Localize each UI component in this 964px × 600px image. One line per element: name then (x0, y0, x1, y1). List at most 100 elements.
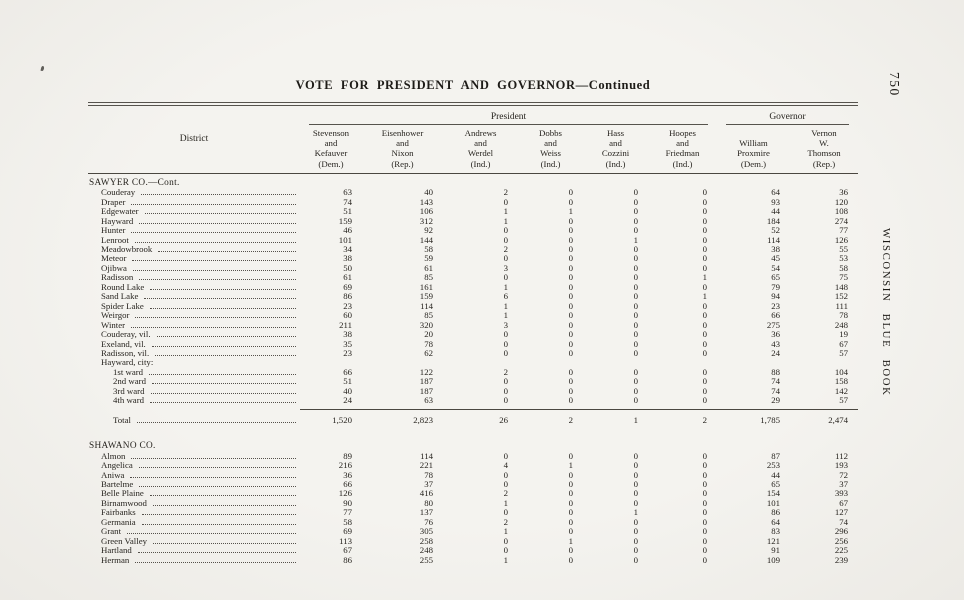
vote-value: 0 (568, 291, 573, 302)
district-label: Total (113, 414, 131, 425)
vote-value: 1 (503, 554, 508, 565)
district-cell-content: Hunter (88, 225, 300, 235)
vote-value: 0 (633, 478, 638, 489)
candidate-header-row: Stevenson and Kefauver (Dem.) Eisenhower and N… (88, 125, 858, 173)
vote-value: 0 (568, 488, 573, 499)
vote-value: 0 (568, 272, 573, 283)
table-row: Fairbanks 77 137 0 0 1 0 86 127 (88, 507, 858, 518)
district-cell-content: Bartelme (88, 479, 300, 489)
page-title: VOTE FOR PRESIDENT AND GOVERNOR—Continue… (295, 78, 651, 92)
district-cell: Round Lake (88, 281, 300, 292)
vote-value: 0 (568, 385, 573, 396)
vote-value: 0 (568, 469, 573, 480)
district-label: Almon (101, 450, 126, 461)
district-label: Radisson (101, 272, 134, 283)
vote-value: 0 (633, 376, 638, 387)
district-cell-content: Grant (88, 526, 300, 536)
vote-value: 104 (834, 366, 849, 377)
vote-value: 0 (702, 319, 708, 330)
district-label: 2nd ward (113, 376, 146, 387)
vote-value: 3 (503, 262, 508, 273)
dot-leader (141, 523, 296, 525)
vote-value: 0 (568, 526, 573, 537)
candidate-column-header-1: Stevenson and Kefauver (Dem.) (312, 128, 350, 169)
table-row: Bartelme 66 37 0 0 0 0 65 37 (88, 478, 858, 489)
district-cell-content: 1st ward (88, 367, 300, 377)
vote-value: 0 (702, 526, 708, 537)
table-row: Herman 86 255 1 0 0 0 109 239 (88, 554, 858, 565)
district-label: Sand Lake (101, 291, 139, 302)
candidate-column-header-8: Vernon W. Thomson (Rep.) (807, 128, 841, 169)
dot-leader (135, 317, 296, 319)
vote-value: 0 (702, 478, 708, 489)
vote-value: 34 (343, 243, 352, 254)
section-heading-row: SAWYER CO.—Cont. (88, 173, 858, 188)
district-cell: Germania (88, 517, 300, 527)
vote-value: 114 (420, 450, 433, 461)
district-cell: Edgewater (88, 206, 300, 216)
vote-value: 78 (424, 469, 433, 480)
vote-value: 0 (633, 545, 638, 556)
vote-value: 0 (503, 545, 508, 556)
table-row: Green Valley 113 258 0 1 0 0 121 256 (88, 536, 858, 546)
vote-value: 0 (633, 554, 638, 565)
vote-value: 109 (766, 554, 781, 565)
vote-value: 0 (568, 243, 573, 254)
dot-leader (144, 213, 296, 215)
table-row: Germania 58 76 2 0 0 0 64 74 (88, 516, 858, 527)
vote-value: 77 (343, 507, 352, 518)
district-label: Couderay (101, 187, 136, 198)
vote-table: District President Governor Stevenson and… (88, 106, 859, 565)
vote-value: 0 (633, 450, 638, 461)
dot-leader (127, 533, 296, 535)
district-cell: Couderay, vil. (88, 329, 300, 339)
district-label: Meadowbrook (101, 243, 153, 254)
district-cell-content: Hartland (88, 545, 300, 555)
vote-value: 92 (424, 225, 433, 236)
district-label: Hayward (101, 215, 134, 226)
vote-value: 0 (568, 215, 573, 226)
vote-value: 142 (834, 385, 849, 396)
district-label: Weirgor (101, 310, 130, 321)
vote-value: 63 (424, 395, 433, 406)
district-label: Herman (101, 554, 130, 565)
dot-leader (136, 421, 296, 423)
vote-value: 152 (834, 291, 849, 302)
dot-leader (153, 542, 296, 544)
vote-value: 37 (839, 478, 849, 489)
vote-value: 148 (834, 281, 849, 292)
vote-value: 1 (503, 300, 508, 311)
dot-leader (131, 326, 296, 328)
vote-value: 0 (568, 395, 573, 406)
district-cell-content: Couderay (88, 187, 300, 198)
vote-value: 61 (343, 272, 352, 283)
spacer-cell (88, 425, 858, 437)
vote-value: 1 (633, 234, 638, 245)
vote-value: 2 (648, 408, 718, 426)
district-label: Round Lake (101, 281, 145, 292)
table-row: Angelica 216 221 4 1 0 0 253 193 (88, 460, 858, 471)
vote-value: 0 (633, 310, 638, 321)
vote-value: 143 (419, 196, 433, 207)
district-cell-content: Spider Lake (88, 301, 300, 311)
results-table-area: District President Governor Stevenson and… (88, 102, 859, 565)
vote-value: 112 (835, 450, 849, 461)
district-cell-content: Ojibwa (88, 263, 300, 273)
vote-value: 0 (633, 516, 638, 527)
vote-value: 0 (633, 253, 638, 264)
vote-value: 0 (503, 507, 508, 518)
vote-value: 74 (771, 376, 781, 387)
district-cell: Almon (88, 450, 300, 461)
dot-leader (131, 232, 296, 234)
district-label: Belle Plaine (101, 488, 144, 499)
vote-value: 0 (633, 460, 638, 471)
vote-value: 88 (771, 366, 781, 377)
vote-value: 0 (568, 347, 573, 358)
section-heading: SHAWANO CO. (89, 441, 156, 452)
district-label: Radisson, vil. (101, 347, 150, 358)
vote-value (583, 358, 648, 367)
vote-value: 19 (839, 329, 849, 340)
vote-value: 74 (771, 385, 781, 396)
district-cell: Weirgor (88, 310, 300, 321)
vote-value: 38 (343, 253, 352, 264)
